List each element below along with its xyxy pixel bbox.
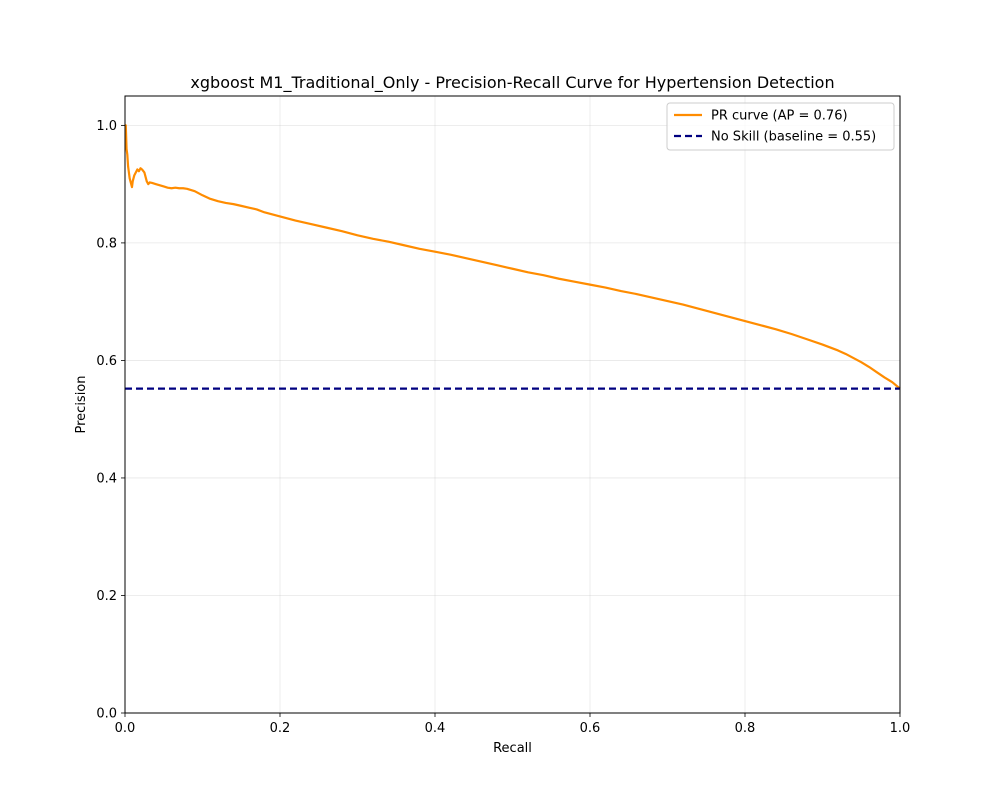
y-tick-label: 1.0 <box>96 119 117 134</box>
legend-label-no-skill: No Skill (baseline = 0.55) <box>711 130 876 145</box>
y-tick-label: 0.4 <box>96 471 117 486</box>
plot-series <box>124 124 901 390</box>
x-tick-label: 0.0 <box>115 721 136 736</box>
chart-title: xgboost M1_Traditional_Only - Precision-… <box>190 73 834 93</box>
y-axis-label: Precision <box>74 375 89 433</box>
y-axis-ticks: 0.0 0.2 0.4 0.6 0.8 1.0 <box>96 119 125 722</box>
legend: PR curve (AP = 0.76) No Skill (baseline … <box>666 102 895 151</box>
grid-lines <box>124 96 901 714</box>
x-tick-label: 0.8 <box>735 721 756 736</box>
y-tick-label: 0.0 <box>96 707 117 722</box>
y-tick-label: 0.6 <box>96 354 117 369</box>
x-axis-ticks: 0.0 0.2 0.4 0.6 0.8 1.0 <box>115 713 911 736</box>
y-tick-label: 0.2 <box>96 589 117 604</box>
x-tick-label: 0.4 <box>425 721 446 736</box>
y-tick-label: 0.8 <box>96 236 117 251</box>
x-tick-label: 0.2 <box>270 721 291 736</box>
x-tick-label: 0.6 <box>580 721 601 736</box>
x-tick-label: 1.0 <box>890 721 911 736</box>
legend-label-pr-curve: PR curve (AP = 0.76) <box>711 109 848 124</box>
x-axis-label: Recall <box>493 741 532 756</box>
legend-box <box>666 102 895 151</box>
plot-frame <box>124 95 901 714</box>
pr-curve-line <box>124 124 901 390</box>
